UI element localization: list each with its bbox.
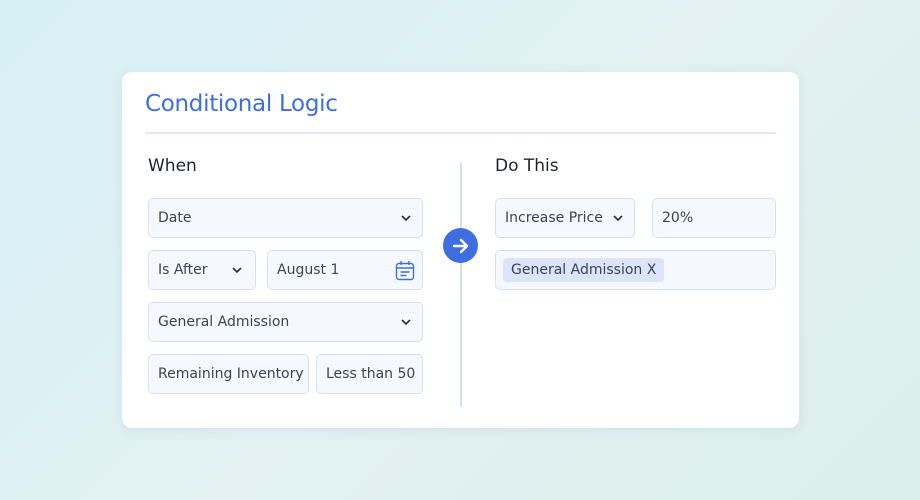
chevron-down-icon xyxy=(401,215,411,222)
amount-value: 20% xyxy=(662,210,694,226)
ticket-type-select[interactable]: General Admission xyxy=(148,302,423,342)
metric-value: Remaining Inventory xyxy=(158,366,304,382)
action-value: Increase Price xyxy=(505,210,603,226)
amount-input[interactable]: 20% xyxy=(652,198,776,238)
ticket-type-value: General Admission xyxy=(158,314,290,330)
metric-select[interactable]: Remaining Inventory xyxy=(148,354,309,394)
action-select[interactable]: Increase Price xyxy=(495,198,635,238)
arrow-right-icon xyxy=(443,228,478,263)
when-heading: When xyxy=(148,156,197,176)
tag-chip[interactable]: General Admission X xyxy=(503,258,665,282)
chevron-down-icon xyxy=(613,215,623,222)
operator-select[interactable]: Is After xyxy=(148,250,256,290)
threshold-input[interactable]: Less than 50 xyxy=(316,354,423,394)
operator-value: Is After xyxy=(158,262,208,278)
chevron-down-icon xyxy=(401,319,411,326)
do-this-heading: Do This xyxy=(495,156,559,176)
date-value: August 1 xyxy=(277,262,340,278)
calendar-icon[interactable] xyxy=(395,260,415,281)
date-input[interactable]: August 1 xyxy=(267,250,423,290)
threshold-value: Less than 50 xyxy=(326,366,416,382)
date-field-select[interactable]: Date xyxy=(148,198,423,238)
divider xyxy=(145,132,776,134)
tag-input[interactable]: General Admission X xyxy=(495,250,776,290)
page-title: Conditional Logic xyxy=(145,91,338,117)
conditional-logic-card: Conditional Logic When Do This Date Is A… xyxy=(122,72,799,428)
section-divider xyxy=(460,163,462,407)
chevron-down-icon xyxy=(232,267,242,274)
date-field-value: Date xyxy=(158,210,192,226)
